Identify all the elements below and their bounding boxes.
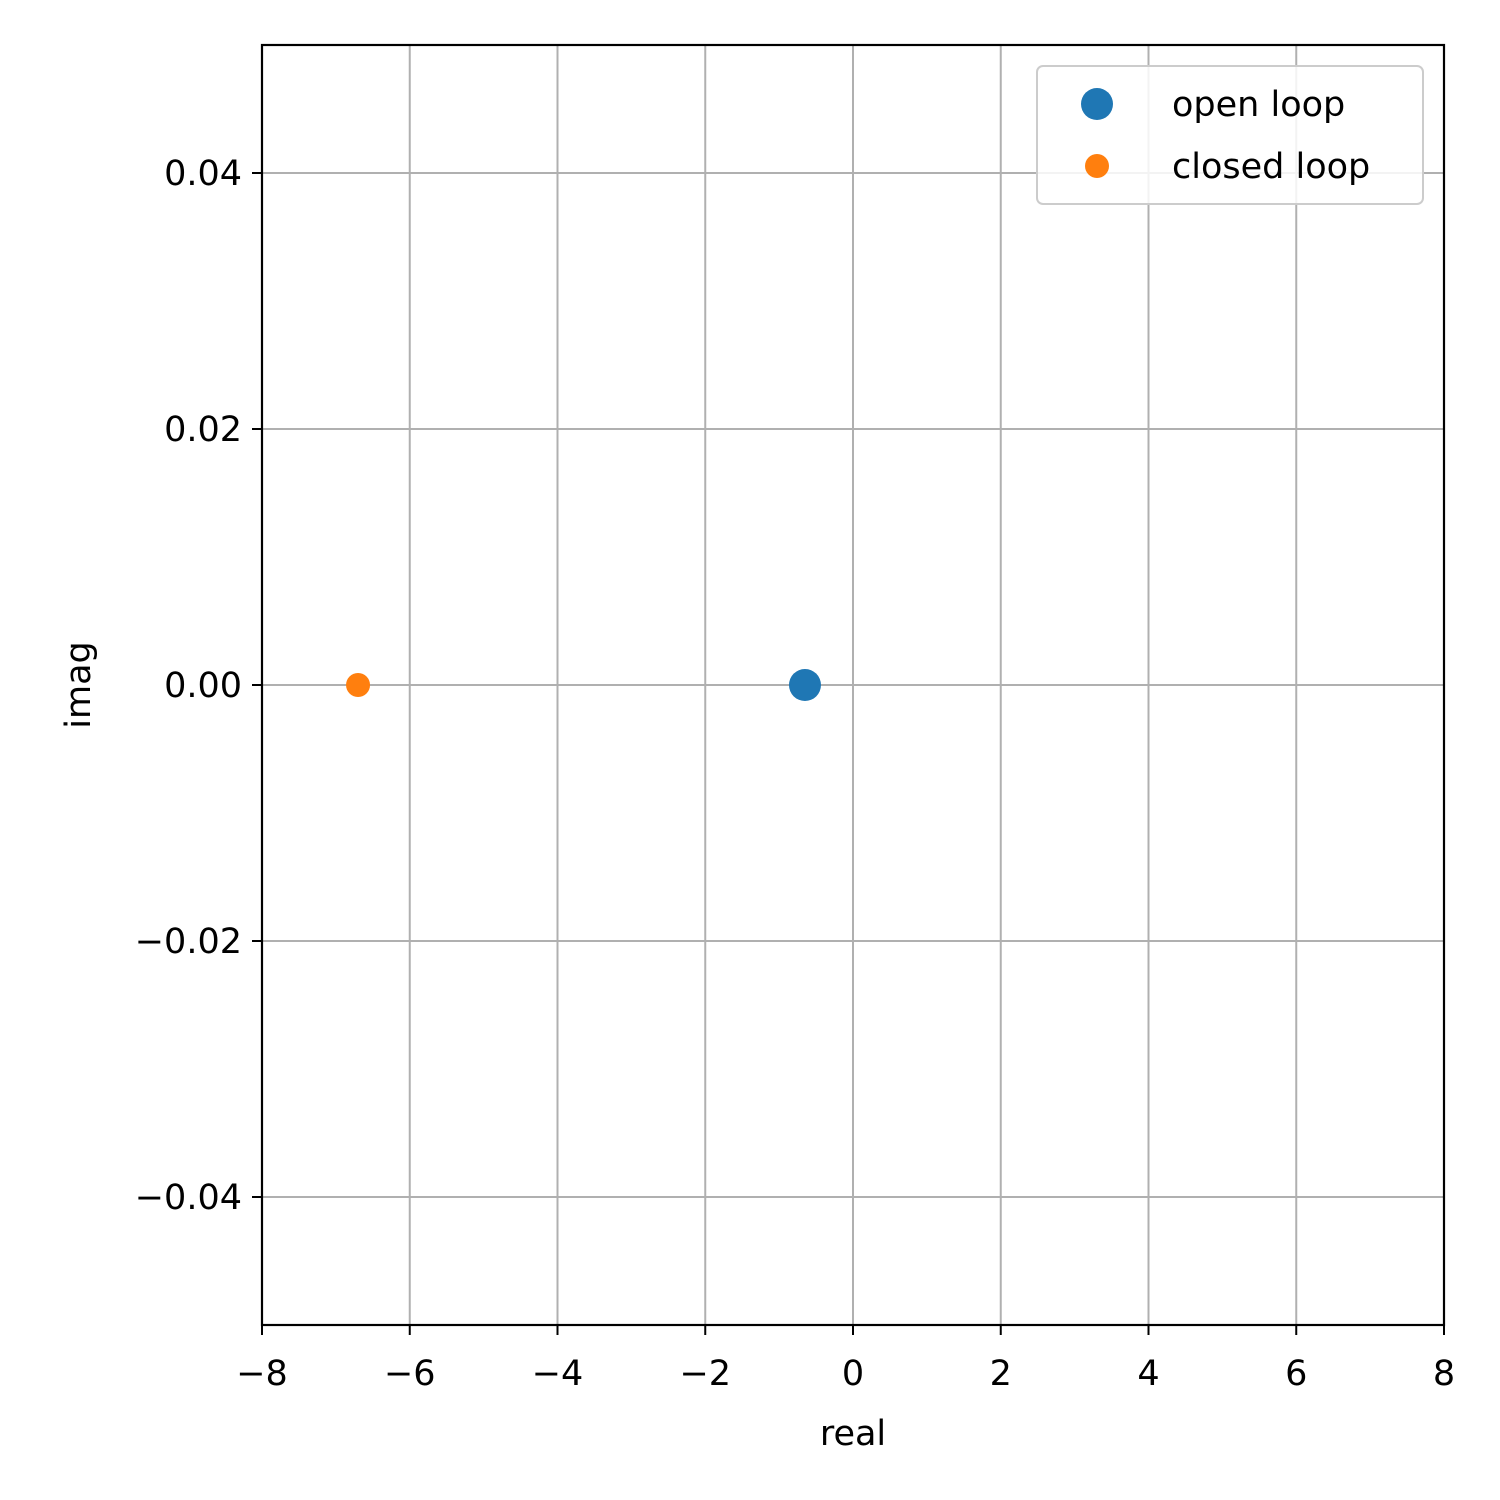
data-point <box>346 673 371 697</box>
legend-marker <box>1085 154 1109 178</box>
x-tick-label: −6 <box>384 1354 436 1394</box>
y-tick-label: 0.00 <box>164 666 242 706</box>
data-point <box>788 669 821 701</box>
y-tick-label: −0.02 <box>135 922 242 962</box>
x-axis-label: real <box>820 1414 886 1454</box>
y-axis-label: imag <box>59 641 99 728</box>
plot-frame <box>260 43 1446 1327</box>
legend-marker <box>1081 88 1113 120</box>
x-tick-label: 8 <box>1433 1354 1455 1394</box>
legend-label: closed loop <box>1172 147 1370 187</box>
legend-box <box>1036 65 1424 205</box>
x-tick-label: −8 <box>236 1354 288 1394</box>
x-tick-label: 4 <box>1137 1354 1159 1394</box>
axis-ticks: −8 −6 −4 −2 0 2 4 6 8 −0.04 −0.02 0.00 0.02 0.04 <box>135 154 1455 1394</box>
x-tick-label: 2 <box>990 1354 1012 1394</box>
legend-label: open loop <box>1172 85 1345 125</box>
x-tick-label: 6 <box>1285 1354 1307 1394</box>
y-tick-label: 0.04 <box>164 154 242 194</box>
legend: open loop closed loop <box>1036 65 1424 205</box>
x-tick-label: 0 <box>842 1354 864 1394</box>
data-points <box>346 669 821 701</box>
x-tick-label: −4 <box>532 1354 584 1394</box>
y-tick-label: 0.02 <box>164 410 242 450</box>
x-tick-label: −2 <box>679 1354 731 1394</box>
y-tick-label: −0.04 <box>135 1178 242 1218</box>
